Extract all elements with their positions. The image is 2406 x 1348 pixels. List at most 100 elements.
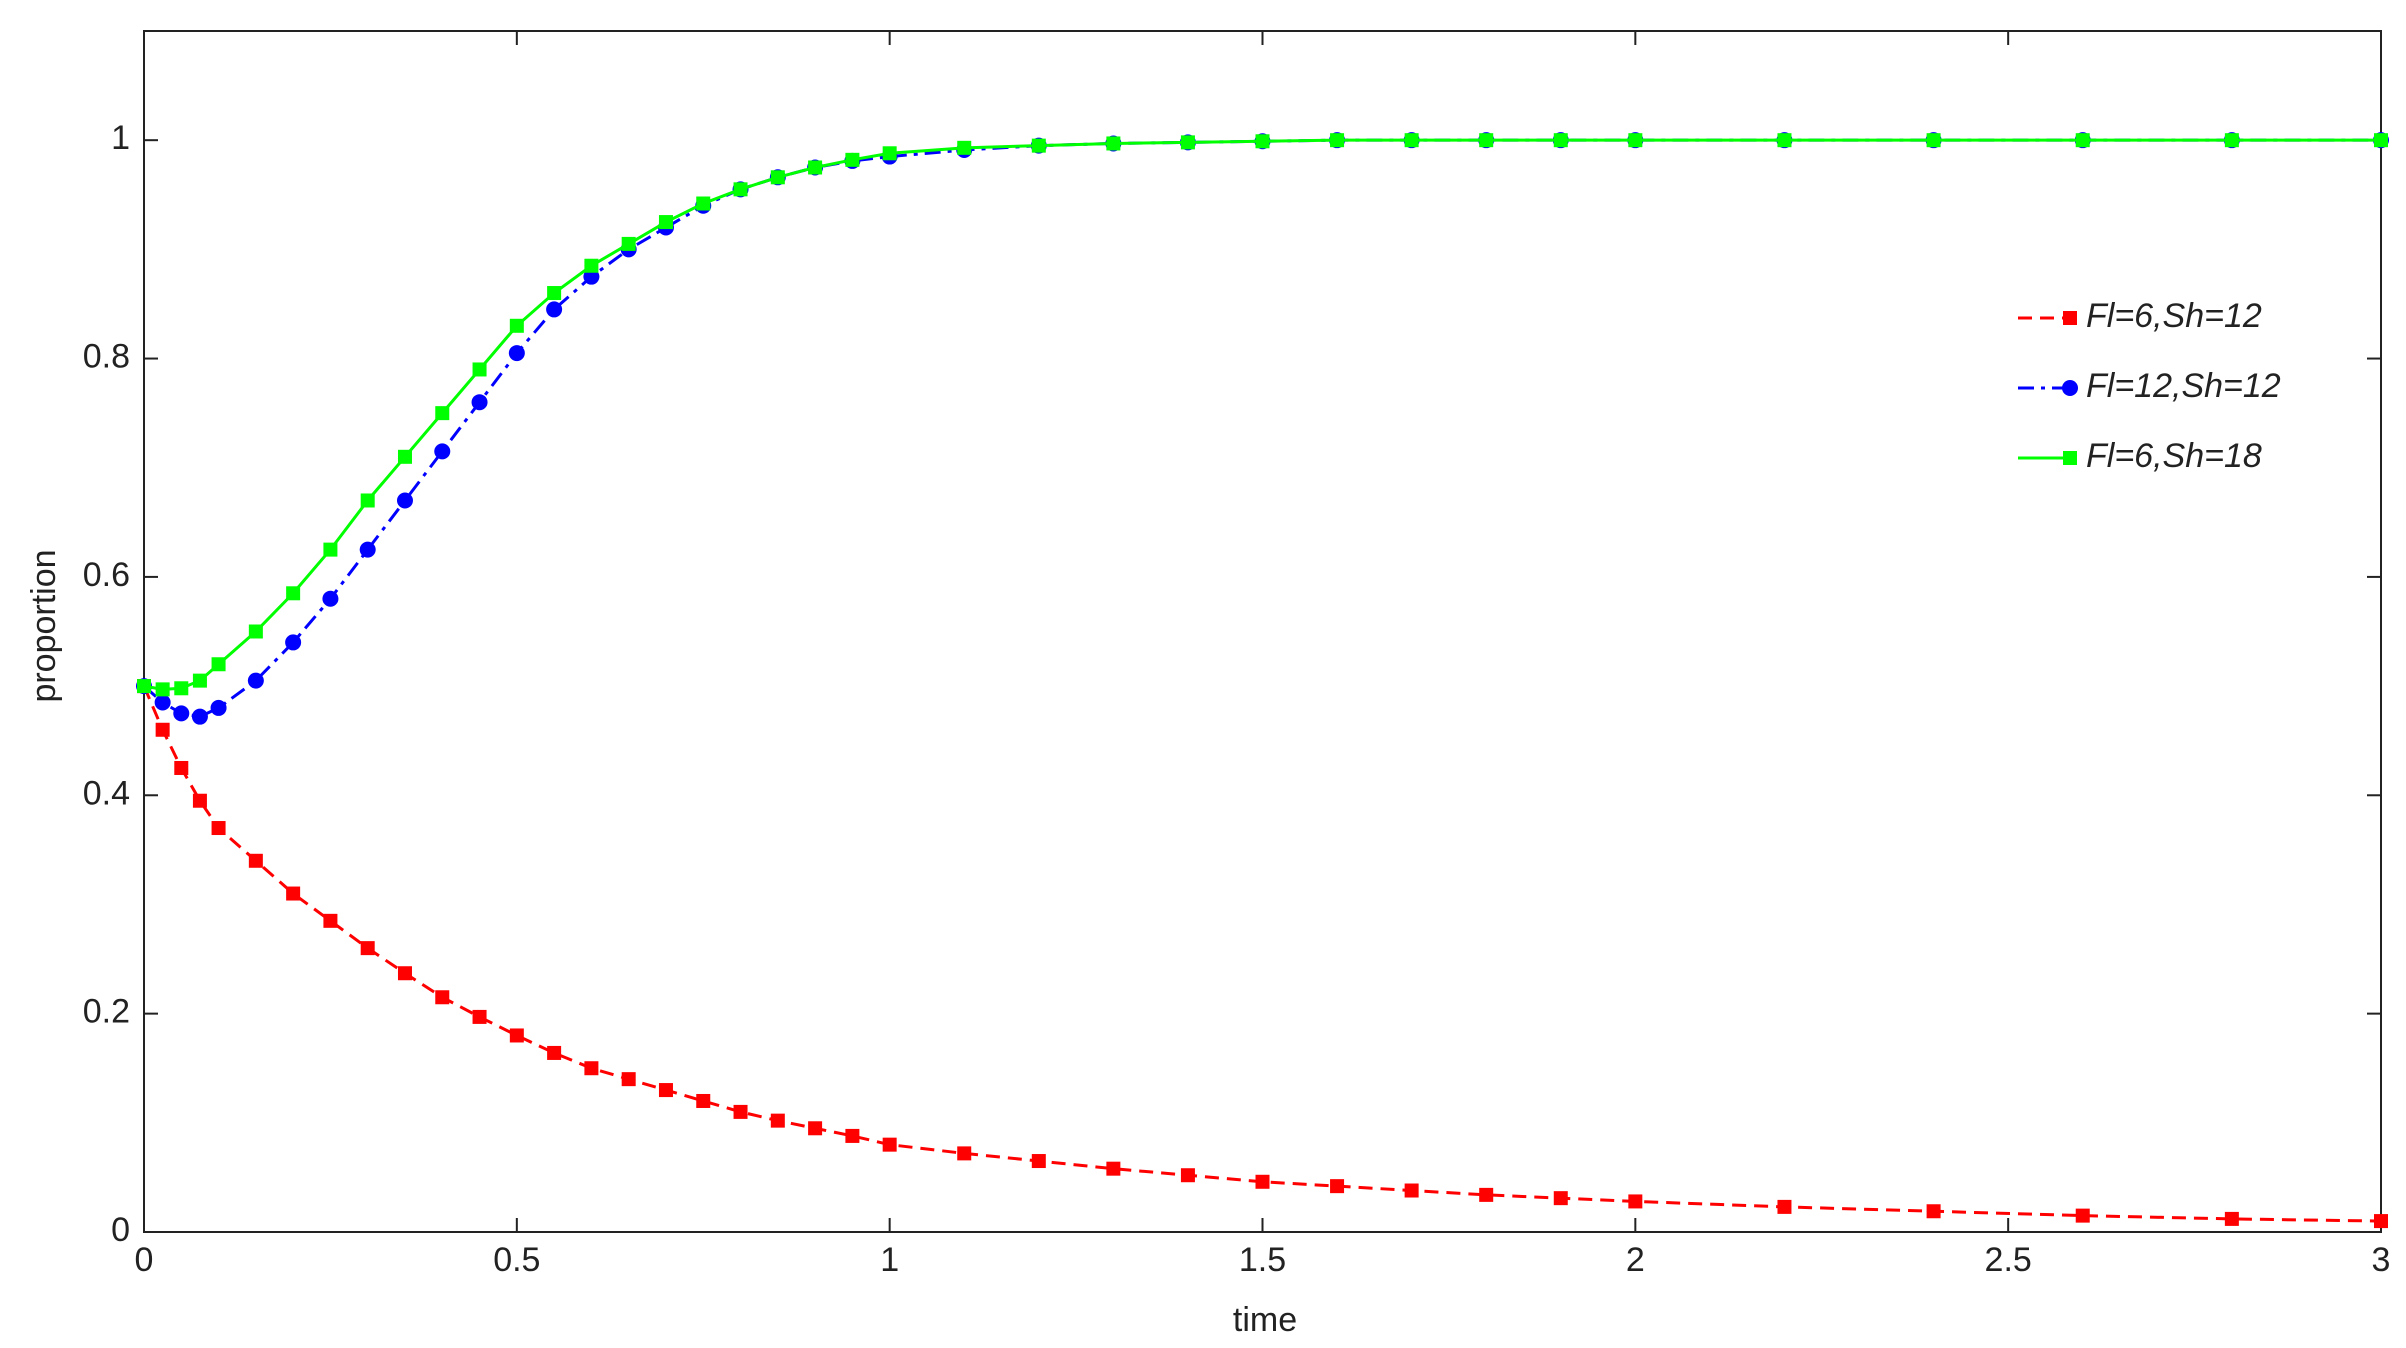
data-point — [621, 236, 636, 251]
data-point — [173, 705, 190, 722]
data-point — [1031, 1154, 1046, 1169]
data-point — [1479, 1187, 1494, 1202]
data-point — [359, 541, 376, 558]
data-point — [155, 722, 170, 737]
data-point — [1106, 1161, 1121, 1176]
data-point — [192, 673, 207, 688]
data-point — [1777, 1199, 1792, 1214]
data-point — [323, 542, 338, 557]
data-point — [882, 1137, 897, 1152]
data-point — [1255, 1174, 1270, 1189]
data-point — [1404, 1183, 1419, 1198]
data-point — [658, 215, 673, 230]
series-line — [143, 138, 2381, 691]
data-point — [2075, 1208, 2090, 1223]
data-point — [1628, 1194, 1643, 1209]
data-point — [472, 362, 487, 377]
data-point — [192, 793, 207, 808]
legend-marker — [2063, 311, 2077, 325]
y-tick-label: 0.6 — [83, 556, 130, 594]
data-point — [155, 682, 170, 697]
data-point — [435, 990, 450, 1005]
data-point — [1031, 138, 1046, 153]
data-point — [211, 821, 226, 836]
data-point — [397, 966, 412, 981]
data-point — [770, 1113, 785, 1128]
data-point — [547, 1045, 562, 1060]
x-tick-label: 0.5 — [493, 1241, 540, 1279]
legend-label: Fl=6,Sh=12 — [2086, 297, 2262, 335]
data-point — [1777, 133, 1792, 148]
data-point — [360, 941, 375, 956]
data-point — [658, 1083, 673, 1098]
data-point — [546, 301, 563, 318]
data-point — [1479, 133, 1494, 148]
data-point — [845, 152, 860, 167]
data-point — [509, 318, 524, 333]
legend-label: Fl=12,Sh=12 — [2086, 367, 2281, 405]
data-point — [733, 1104, 748, 1119]
data-point — [1926, 1204, 1941, 1219]
data-point — [1106, 136, 1121, 151]
data-point — [957, 1146, 972, 1161]
data-point — [1255, 134, 1270, 149]
data-point — [770, 170, 785, 185]
x-tick-label: 2.5 — [1985, 1241, 2032, 1279]
y-tick-label: 1 — [111, 119, 130, 157]
data-point — [584, 258, 599, 273]
data-point — [191, 708, 208, 725]
data-point — [286, 886, 301, 901]
data-point — [285, 634, 302, 651]
data-point — [1180, 1168, 1195, 1183]
data-point — [396, 492, 413, 509]
data-point — [248, 624, 263, 639]
x-tick-label: 0 — [135, 1241, 154, 1279]
data-point — [360, 493, 375, 508]
data-point — [471, 394, 488, 411]
data-point — [435, 406, 450, 421]
data-point — [2374, 133, 2388, 148]
legend-label: Fl=6,Sh=18 — [2086, 437, 2262, 475]
data-point — [472, 1009, 487, 1024]
data-point — [1628, 133, 1643, 148]
data-point — [1553, 133, 1568, 148]
legend-marker — [2063, 451, 2077, 465]
data-point — [1553, 1191, 1568, 1206]
data-point — [882, 146, 897, 161]
data-point — [322, 590, 339, 607]
y-tick-label: 0.8 — [83, 338, 130, 376]
data-point — [1926, 133, 1941, 148]
data-point — [1180, 135, 1195, 150]
data-point — [211, 657, 226, 672]
legend-marker — [2062, 380, 2078, 396]
x-axis-label: time — [1233, 1301, 1297, 1339]
data-point — [1404, 133, 1419, 148]
data-point — [808, 1121, 823, 1136]
x-tick-label: 3 — [2372, 1241, 2391, 1279]
data-point — [509, 1028, 524, 1043]
x-tick-label: 1.5 — [1239, 1241, 1286, 1279]
data-point — [154, 694, 171, 711]
data-point — [1330, 1179, 1345, 1194]
data-point — [808, 160, 823, 175]
data-point — [621, 1072, 636, 1087]
data-point — [508, 345, 525, 362]
data-point — [397, 449, 412, 464]
data-point — [696, 1093, 711, 1108]
data-point — [696, 196, 711, 211]
y-tick-label: 0.2 — [83, 993, 130, 1031]
data-point — [137, 679, 151, 694]
data-point — [547, 286, 562, 301]
data-point — [733, 182, 748, 197]
data-point — [247, 672, 264, 689]
data-point — [957, 140, 972, 155]
data-point — [174, 760, 189, 775]
y-tick-label: 0 — [111, 1211, 130, 1249]
data-point — [2224, 1211, 2239, 1226]
x-tick-label: 2 — [1626, 1241, 1645, 1279]
data-point — [845, 1128, 860, 1143]
y-axis-label: proportion — [25, 549, 63, 702]
data-point — [174, 681, 189, 696]
